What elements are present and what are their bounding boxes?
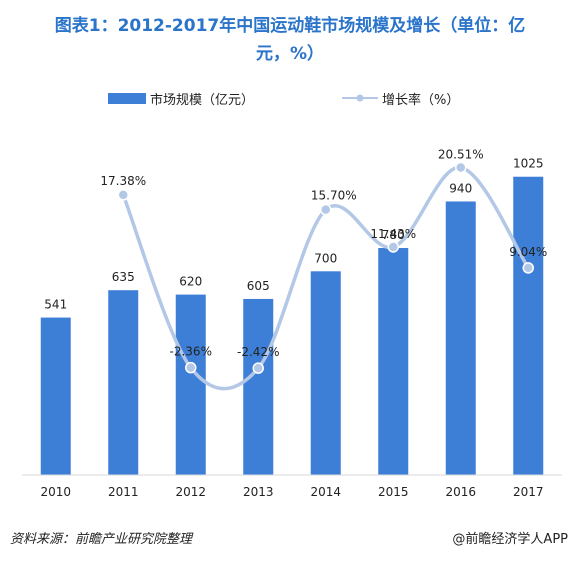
bar-2016 xyxy=(445,201,476,475)
data-labels: 541 635 620 605 700 780 940 1025 17.38% -2.36% -2.… xyxy=(44,148,547,360)
growth-value-label-2013: -2.42% xyxy=(237,345,279,359)
growth-marker-2012 xyxy=(185,361,197,374)
growth-marker-2016 xyxy=(455,161,467,174)
growth-marker-2014 xyxy=(320,203,332,216)
title-line-1: 图表1：2012-2017年中国运动鞋市场规模及增长（单位：亿 xyxy=(54,16,526,36)
growth-marker-2017 xyxy=(522,262,534,274)
bar-series xyxy=(40,176,544,475)
growth-value-label-2011: 17.38% xyxy=(100,174,146,188)
x-tick-label-2013: 2013 xyxy=(243,485,274,499)
x-tick-label-2017: 2017 xyxy=(513,485,544,499)
growth-value-label-2016: 20.51% xyxy=(438,148,484,162)
x-tick-label-2014: 2014 xyxy=(310,485,341,499)
bar-value-label-2015: 780 xyxy=(382,228,405,242)
x-tick-label-2016: 2016 xyxy=(445,485,476,499)
bar-value-label-2010: 541 xyxy=(44,298,67,312)
bar-value-label-2013: 605 xyxy=(247,279,270,293)
x-tick-label-2011: 2011 xyxy=(108,485,139,499)
x-tick-label-2010: 2010 xyxy=(40,485,71,499)
title-line-2: 元，%） xyxy=(255,44,325,64)
legend-bar-label: 市场规模（亿元） xyxy=(150,92,254,108)
bar-value-label-2014: 700 xyxy=(314,251,337,265)
bar-2014 xyxy=(310,271,341,475)
bar-value-label-2016: 940 xyxy=(449,181,472,195)
bar-2017 xyxy=(513,176,544,475)
line-series xyxy=(117,161,534,391)
bar-2013 xyxy=(243,298,274,475)
legend-line-marker xyxy=(356,94,364,102)
bar-value-label-2017: 1025 xyxy=(513,157,544,171)
growth-marker-2013 xyxy=(252,362,264,374)
bar-2015 xyxy=(378,248,409,475)
growth-marker-2015 xyxy=(387,241,399,253)
legend: 市场规模（亿元） 增长率（%） xyxy=(108,92,459,108)
legend-line-label: 增长率（%） xyxy=(382,92,459,108)
x-axis: 2010 2011 2012 2013 2014 2015 2016 2017 xyxy=(22,474,562,499)
x-tick-label-2015: 2015 xyxy=(378,485,409,499)
bar-value-label-2011: 635 xyxy=(112,270,135,284)
growth-value-label-2012: -2.36% xyxy=(170,345,212,359)
bar-2012 xyxy=(175,294,206,475)
growth-value-label-2014: 15.70% xyxy=(311,189,357,203)
bar-2011 xyxy=(108,290,139,475)
x-tick-label-2012: 2012 xyxy=(175,485,206,499)
bar-2010 xyxy=(40,317,71,475)
growth-value-label-2015: 11.43% xyxy=(370,227,416,241)
bar-value-label-2012: 620 xyxy=(179,275,202,289)
growth-value-label-2017: 9.04% xyxy=(509,245,547,259)
growth-marker-2011 xyxy=(117,189,129,201)
watermark-text: @前瞻经济学人APP xyxy=(452,532,568,547)
legend-bar-swatch xyxy=(108,93,146,104)
chart-title: 图表1：2012-2017年中国运动鞋市场规模及增长（单位：亿 元，%） xyxy=(0,12,580,68)
source-note: 资料来源：前瞻产业研究院整理 xyxy=(10,532,193,547)
